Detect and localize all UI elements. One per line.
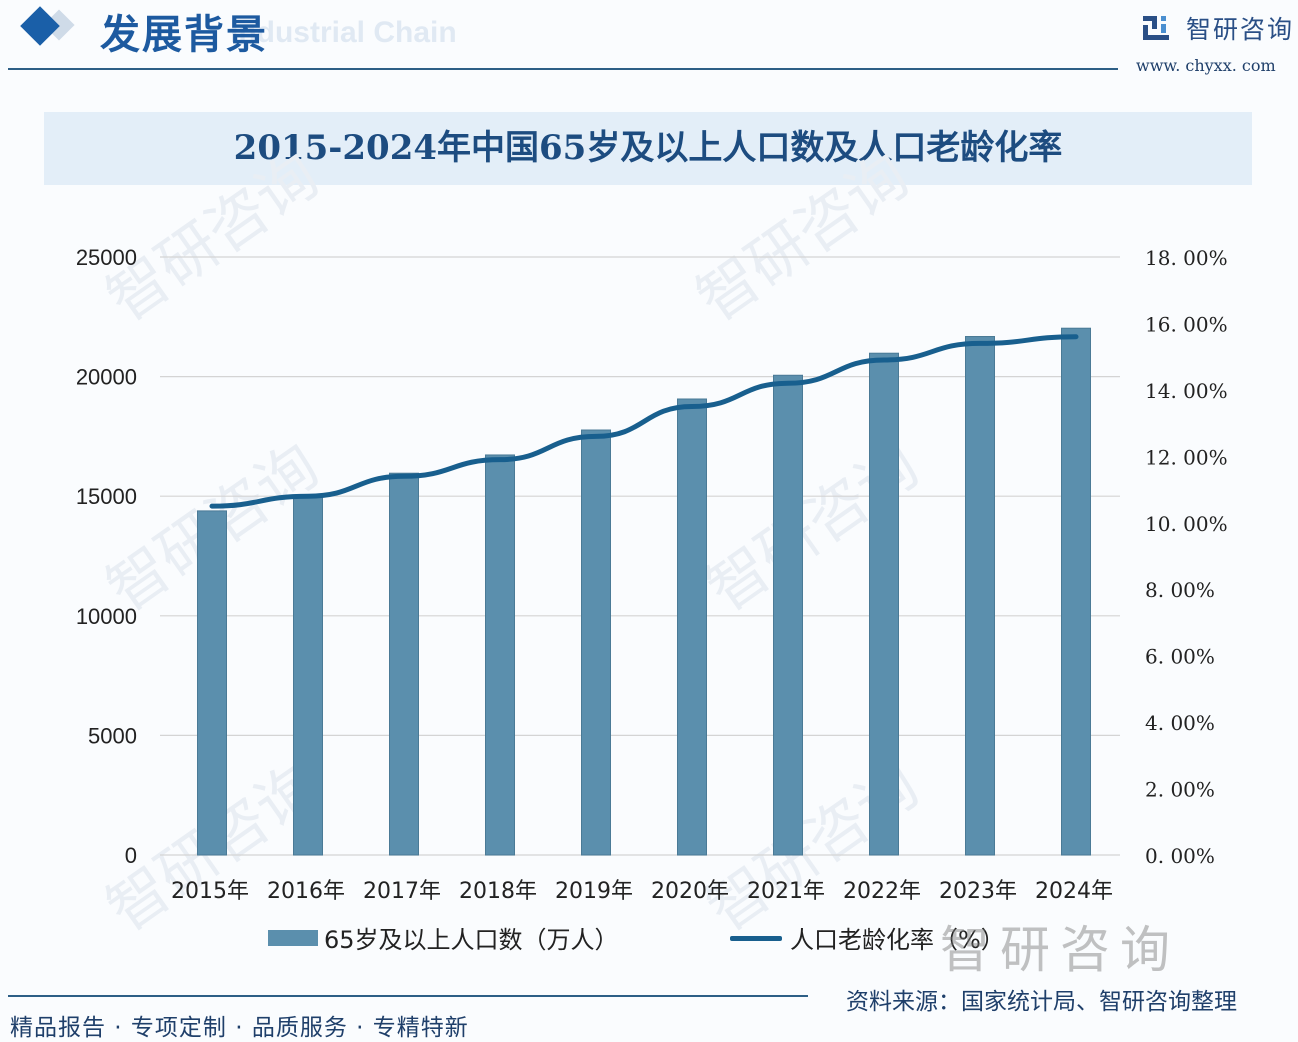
header: Industrial Chain 发展背景 智研咨询 www. chyxx. c… <box>0 0 1298 80</box>
right-axis-tick-label: 18. 00% <box>1145 246 1228 270</box>
watermark-brand: 智研咨询 <box>940 921 1180 979</box>
right-axis-tick-label: 10. 00% <box>1145 512 1228 536</box>
right-axis-tick-label: 14. 00% <box>1145 379 1228 403</box>
x-axis-tick-label: 2020年 <box>651 879 729 904</box>
x-axis-tick-label: 2019年 <box>555 879 633 904</box>
legend-line-label: 人口老龄化率（%） <box>790 926 1005 954</box>
bar <box>389 472 419 856</box>
right-axis-ticks: 0. 00% 2. 00% 4. 00% 6. 00% 8. 00% 10. 00% 12.… <box>1145 246 1228 868</box>
left-axis-tick-label: 5000 <box>88 723 137 748</box>
bar <box>1061 327 1091 856</box>
x-axis-ticks: 2015年 2016年 2017年 2018年 2019年 2020年 2021年 2022年… <box>171 879 1113 904</box>
right-axis-tick-label: 12. 00% <box>1145 445 1228 469</box>
legend-bar-label: 65岁及以上人口数（万人） <box>324 926 619 954</box>
section-title: 发展背景 <box>100 11 268 58</box>
right-axis-tick-label: 6. 00% <box>1145 645 1215 669</box>
chart-title-band: 2015-2024年中国65岁及以上人口数及人口老龄化率 <box>44 112 1252 185</box>
left-axis-tick-label: 0 <box>125 843 137 868</box>
legend-line-swatch <box>730 936 782 941</box>
left-axis-tick-label: 10000 <box>76 604 137 629</box>
bar <box>293 495 323 856</box>
bar-series <box>197 327 1091 856</box>
legend-bar-swatch <box>268 930 318 946</box>
x-axis-tick-label: 2017年 <box>363 879 441 904</box>
left-axis-ticks: 0 5000 10000 15000 20000 25000 <box>76 245 137 868</box>
right-axis-tick-label: 16. 00% <box>1145 312 1228 336</box>
footer-divider <box>8 995 808 997</box>
bar <box>869 352 899 856</box>
chart-title: 2015-2024年中国65岁及以上人口数及人口老龄化率 <box>233 128 1063 168</box>
x-axis-tick-label: 2022年 <box>843 879 921 904</box>
bar <box>677 398 707 856</box>
left-axis-tick-label: 15000 <box>76 484 137 509</box>
left-axis-tick-label: 20000 <box>76 365 137 390</box>
bar <box>581 429 611 856</box>
bar <box>773 374 803 856</box>
x-axis-tick-label: 2021年 <box>747 879 825 904</box>
footer-slogan: 精品报告 · 专项定制 · 品质服务 · 专精特新 <box>10 1015 469 1041</box>
left-axis-tick-label: 25000 <box>76 245 137 270</box>
bar <box>485 454 515 856</box>
right-axis-tick-label: 0. 00% <box>1145 844 1215 868</box>
data-source: 资料来源：国家统计局、智研咨询整理 <box>846 989 1237 1015</box>
brand-name: 智研咨询 <box>1186 15 1295 44</box>
aging-rate-line <box>209 334 1079 509</box>
bar <box>197 510 227 856</box>
brand-url: www. chyxx. com <box>1136 56 1276 75</box>
legend: 65岁及以上人口数（万人） 人口老龄化率（%） <box>268 926 1005 954</box>
right-axis-tick-label: 4. 00% <box>1145 711 1215 735</box>
x-axis-tick-label: 2024年 <box>1035 879 1113 904</box>
right-axis-tick-label: 2. 00% <box>1145 778 1215 802</box>
line-series <box>209 334 1079 509</box>
x-axis-tick-label: 2016年 <box>267 879 345 904</box>
right-axis-tick-label: 8. 00% <box>1145 578 1215 602</box>
x-axis-tick-label: 2018年 <box>459 879 537 904</box>
bar <box>965 336 995 856</box>
brand-logo-icon <box>1143 16 1169 40</box>
x-axis-tick-label: 2015年 <box>171 879 249 904</box>
x-axis-tick-label: 2023年 <box>939 879 1017 904</box>
header-divider <box>8 68 1118 70</box>
